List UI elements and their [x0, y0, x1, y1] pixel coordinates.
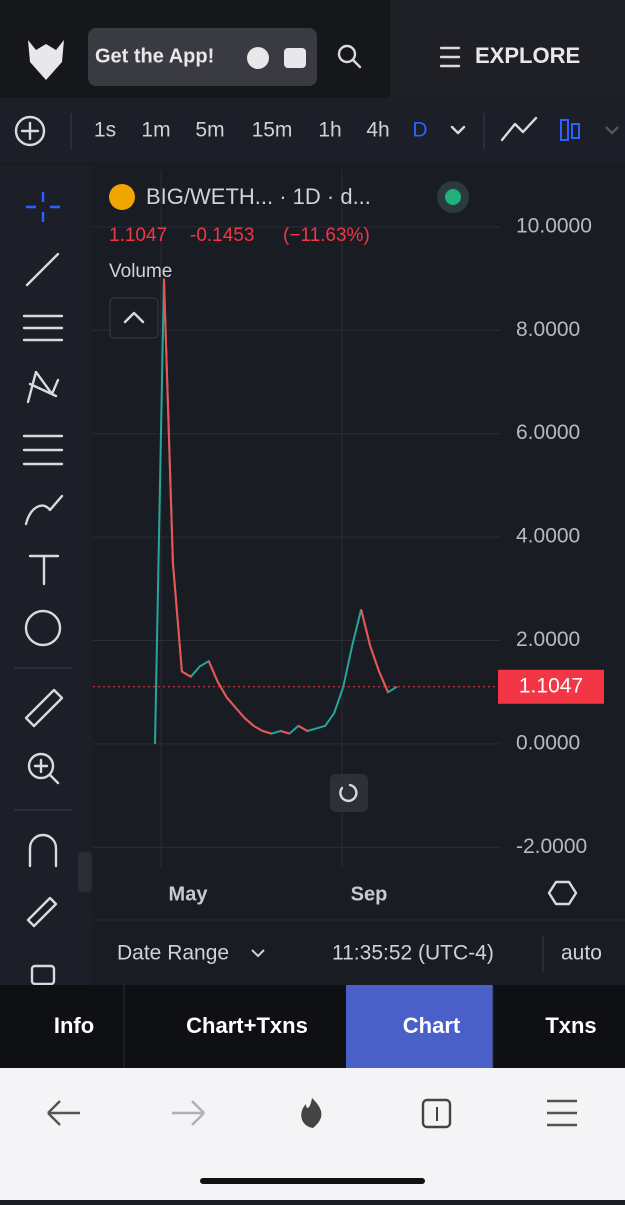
- menu-icon[interactable]: [439, 46, 461, 68]
- interval[interactable]: D: [412, 119, 427, 142]
- home-indicator: [200, 1178, 425, 1184]
- y-tick-label: -2.0000: [516, 835, 587, 858]
- candle-style-icon: [571, 123, 580, 139]
- reset-button[interactable]: [330, 774, 368, 812]
- x-tick-label: Sep: [351, 883, 388, 905]
- chevron-up: [123, 311, 145, 324]
- style-dropdown[interactable]: [605, 126, 619, 135]
- interval[interactable]: 1h: [318, 119, 341, 142]
- y-tick-label: 6.0000: [516, 421, 580, 444]
- line-style-icon[interactable]: [500, 116, 538, 142]
- forward-button[interactable]: [172, 1100, 205, 1126]
- text-tool[interactable]: [28, 554, 60, 586]
- lock-draw-tool[interactable]: [26, 896, 58, 928]
- clock: 11:35:52 (UTC-4): [332, 942, 494, 965]
- settings-icon[interactable]: [547, 880, 578, 906]
- down-segment: [243, 717, 255, 727]
- menu-button[interactable]: [547, 1099, 577, 1127]
- logo[interactable]: [28, 40, 64, 80]
- get-app-text: Get the App!: [95, 45, 214, 67]
- tabs-button[interactable]: [421, 1098, 452, 1129]
- interval[interactable]: 1m: [141, 119, 170, 142]
- down-segment: [234, 707, 246, 719]
- y-tick-label: 0.0000: [516, 731, 580, 754]
- search-handle: [351, 58, 362, 69]
- down-segment: [262, 730, 272, 735]
- collapse-legend[interactable]: [109, 297, 159, 339]
- interval[interactable]: 4h: [366, 119, 389, 142]
- date-range[interactable]: Date Range: [117, 942, 229, 965]
- reset-icon: [339, 783, 358, 803]
- add-plus: [20, 121, 40, 141]
- down-segment: [369, 645, 381, 672]
- ruler-tool[interactable]: [24, 688, 64, 728]
- fib-tool[interactable]: [22, 314, 64, 342]
- x-tick-label: May: [169, 883, 209, 905]
- symbol: BIG/WETH... · 1D · d...: [146, 184, 371, 209]
- price-line: [154, 278, 398, 744]
- active-tab-bg: [346, 985, 493, 1068]
- interval-dropdown[interactable]: [450, 125, 466, 135]
- zoom-tool[interactable]: [27, 752, 55, 780]
- down-segment: [181, 670, 192, 678]
- forecast-tool[interactable]: [22, 434, 64, 466]
- explore-text[interactable]: EXPLORE: [475, 43, 580, 68]
- down-segment: [280, 730, 290, 735]
- down-segment: [360, 609, 372, 646]
- back-button[interactable]: [47, 1100, 80, 1126]
- search-icon[interactable]: [337, 44, 357, 64]
- interval[interactable]: 5m: [195, 119, 224, 142]
- last-price-box: [498, 669, 604, 704]
- last-price: 1.1047: [109, 225, 167, 246]
- tab[interactable]: Chart+Txns: [186, 1013, 308, 1038]
- zoom-plus: [33, 758, 60, 785]
- apple-icon: [247, 47, 269, 69]
- y-tick-label: 8.0000: [516, 318, 580, 341]
- down-segment: [162, 278, 174, 563]
- sidebar: [0, 165, 92, 985]
- crosshair-tool[interactable]: [26, 192, 60, 222]
- pattern-tool[interactable]: [26, 370, 60, 404]
- brush-tool[interactable]: [24, 494, 64, 526]
- y-tick-label: 2.0000: [516, 628, 580, 651]
- line-tool[interactable]: [25, 252, 60, 287]
- down-segment: [378, 671, 389, 693]
- down-segment: [207, 660, 219, 683]
- scale-mode[interactable]: auto: [561, 942, 602, 965]
- fire-button[interactable]: [301, 1098, 322, 1128]
- token-icon: [109, 184, 135, 210]
- magnet-tool[interactable]: [28, 833, 58, 868]
- down-segment: [253, 724, 264, 732]
- down-segment: [297, 724, 308, 732]
- date-range-chevron: [251, 949, 265, 958]
- tab[interactable]: Txns: [545, 1013, 596, 1038]
- android-icon: [284, 48, 306, 68]
- volume-label: Volume: [109, 261, 172, 282]
- down-segment: [171, 562, 183, 672]
- add-icon[interactable]: [14, 115, 46, 147]
- interval[interactable]: 15m: [252, 119, 293, 142]
- lock-tool[interactable]: [30, 964, 56, 986]
- emoji-tool[interactable]: [24, 609, 62, 647]
- tab-bar: [0, 985, 625, 1068]
- down-segment: [225, 696, 237, 709]
- collapse-handle[interactable]: [78, 852, 92, 892]
- tab[interactable]: Info: [54, 1013, 94, 1038]
- y-tick-label: 10.0000: [516, 214, 592, 237]
- change: -0.1453: [190, 225, 254, 246]
- y-tick-label: 4.0000: [516, 525, 580, 548]
- tab[interactable]: Chart: [403, 1013, 461, 1038]
- explore-bg: [390, 0, 625, 98]
- last-price-label: 1.1047: [519, 674, 583, 697]
- get-app-button[interactable]: [88, 28, 317, 86]
- candle-style-icon[interactable]: [560, 119, 569, 141]
- change-pct: (−11.63%): [283, 225, 370, 246]
- down-segment: [216, 681, 228, 698]
- interval[interactable]: 1s: [94, 119, 116, 142]
- status-dot: [445, 189, 461, 205]
